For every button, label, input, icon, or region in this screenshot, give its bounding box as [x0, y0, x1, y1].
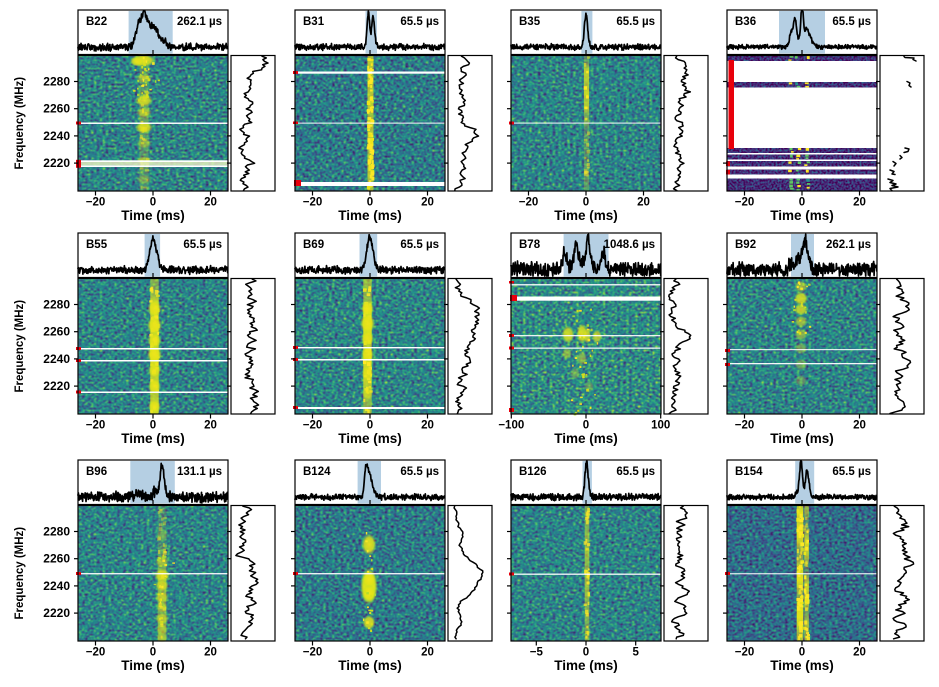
svg-text:65.5 µs: 65.5 µs: [832, 466, 871, 478]
svg-text:−20: −20: [303, 647, 323, 659]
svg-text:2240: 2240: [43, 352, 70, 366]
svg-text:−20: −20: [86, 420, 106, 432]
svg-text:−20: −20: [303, 420, 323, 432]
svg-text:0: 0: [799, 420, 805, 432]
svg-text:100: 100: [651, 420, 670, 432]
svg-text:0: 0: [583, 197, 589, 209]
svg-text:131.1 µs: 131.1 µs: [177, 466, 222, 478]
svg-text:Time (ms): Time (ms): [770, 431, 834, 446]
svg-text:B78: B78: [519, 239, 541, 251]
svg-text:B31: B31: [303, 16, 325, 28]
svg-text:20: 20: [421, 420, 434, 432]
svg-text:2280: 2280: [43, 298, 70, 312]
svg-text:2260: 2260: [43, 102, 70, 116]
svg-text:262.1 µs: 262.1 µs: [826, 239, 871, 251]
svg-text:−20: −20: [735, 647, 755, 659]
svg-text:2260: 2260: [43, 552, 70, 566]
svg-text:20: 20: [853, 647, 866, 659]
svg-text:20: 20: [853, 197, 866, 209]
svg-text:B126: B126: [519, 466, 547, 478]
svg-text:2240: 2240: [43, 129, 70, 143]
svg-text:B36: B36: [735, 16, 756, 28]
svg-text:0: 0: [799, 197, 805, 209]
svg-text:65.5 µs: 65.5 µs: [400, 239, 439, 251]
svg-text:−20: −20: [735, 420, 755, 432]
svg-text:Time (ms): Time (ms): [338, 658, 402, 673]
svg-text:0: 0: [583, 420, 589, 432]
svg-text:20: 20: [421, 647, 434, 659]
svg-text:B124: B124: [303, 466, 331, 478]
svg-text:2220: 2220: [43, 156, 70, 170]
svg-text:Frequency (MHz): Frequency (MHz): [14, 527, 26, 620]
svg-text:65.5 µs: 65.5 µs: [183, 239, 222, 251]
svg-text:B35: B35: [519, 16, 541, 28]
svg-text:2220: 2220: [43, 606, 70, 620]
svg-text:Time (ms): Time (ms): [554, 208, 618, 223]
svg-text:Time (ms): Time (ms): [770, 208, 834, 223]
svg-text:Time (ms): Time (ms): [338, 431, 402, 446]
svg-text:Time (ms): Time (ms): [770, 658, 834, 673]
svg-text:20: 20: [637, 197, 650, 209]
svg-text:20: 20: [204, 197, 217, 209]
svg-text:0: 0: [150, 197, 156, 209]
svg-text:Frequency (MHz): Frequency (MHz): [14, 300, 26, 393]
svg-text:B154: B154: [735, 466, 763, 478]
svg-text:65.5 µs: 65.5 µs: [616, 466, 655, 478]
svg-text:−20: −20: [303, 197, 323, 209]
svg-text:0: 0: [367, 647, 373, 659]
svg-text:2280: 2280: [43, 525, 70, 539]
svg-text:B96: B96: [86, 466, 107, 478]
svg-text:B22: B22: [86, 16, 107, 28]
svg-text:0: 0: [150, 420, 156, 432]
svg-text:65.5 µs: 65.5 µs: [400, 16, 439, 28]
svg-text:262.1 µs: 262.1 µs: [177, 16, 222, 28]
svg-text:2260: 2260: [43, 325, 70, 339]
svg-text:B92: B92: [735, 239, 756, 251]
svg-text:20: 20: [421, 197, 434, 209]
svg-text:1048.6 µs: 1048.6 µs: [604, 239, 655, 251]
svg-text:2240: 2240: [43, 579, 70, 593]
svg-text:Time (ms): Time (ms): [554, 658, 618, 673]
svg-text:0: 0: [583, 647, 589, 659]
svg-text:−20: −20: [735, 197, 755, 209]
svg-text:Frequency (MHz): Frequency (MHz): [14, 77, 26, 170]
svg-text:Time (ms): Time (ms): [121, 431, 185, 446]
svg-text:65.5 µs: 65.5 µs: [400, 466, 439, 478]
svg-text:65.5 µs: 65.5 µs: [832, 16, 871, 28]
svg-text:20: 20: [204, 420, 217, 432]
svg-text:0: 0: [367, 197, 373, 209]
svg-text:Time (ms): Time (ms): [554, 431, 618, 446]
svg-text:2220: 2220: [43, 379, 70, 393]
svg-text:Time (ms): Time (ms): [121, 658, 185, 673]
svg-text:−20: −20: [86, 197, 106, 209]
svg-text:−20: −20: [519, 197, 539, 209]
svg-text:5: 5: [632, 647, 639, 659]
svg-text:20: 20: [204, 647, 217, 659]
svg-text:2280: 2280: [43, 75, 70, 89]
svg-text:Time (ms): Time (ms): [121, 208, 185, 223]
svg-text:−20: −20: [86, 647, 106, 659]
svg-text:0: 0: [367, 420, 373, 432]
svg-text:0: 0: [799, 647, 805, 659]
svg-text:B55: B55: [86, 239, 108, 251]
svg-text:20: 20: [853, 420, 866, 432]
svg-text:−5: −5: [530, 647, 544, 659]
svg-text:−100: −100: [498, 420, 524, 432]
svg-text:Time (ms): Time (ms): [338, 208, 402, 223]
svg-text:65.5 µs: 65.5 µs: [616, 16, 655, 28]
svg-text:0: 0: [150, 647, 156, 659]
svg-text:B69: B69: [303, 239, 324, 251]
